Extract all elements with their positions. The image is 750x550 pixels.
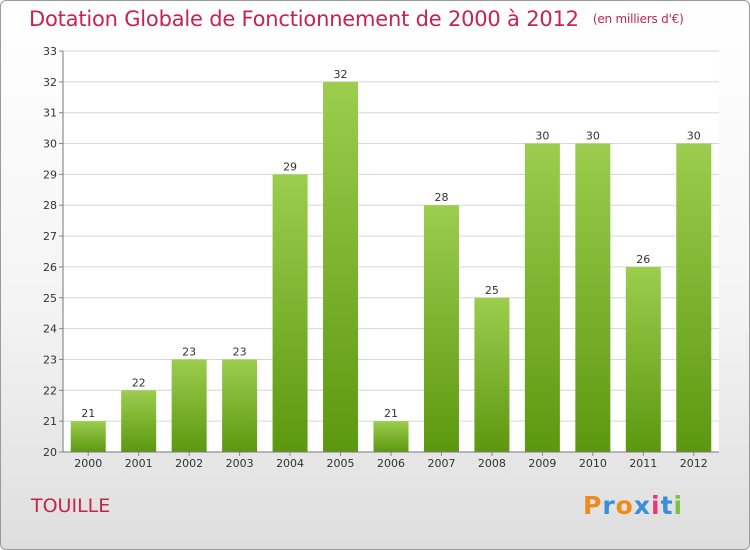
bar-2003: [222, 359, 258, 452]
x-tick-label: 2008: [478, 457, 506, 470]
logo-letter: r: [602, 491, 616, 520]
plot-area: [63, 51, 719, 452]
logo-letter: i: [673, 491, 684, 520]
bar-2004: [272, 174, 308, 452]
x-tick-label: 2003: [226, 457, 254, 470]
y-tick-label: 25: [43, 292, 57, 305]
x-tick-label: 2007: [427, 457, 455, 470]
bar-2000: [70, 421, 106, 452]
y-tick-label: 29: [43, 168, 57, 181]
logo-letter: i: [651, 491, 661, 520]
data-label: 28: [434, 191, 448, 204]
data-label: 30: [586, 130, 600, 143]
logo-letter: P: [583, 491, 603, 520]
y-tick-label: 30: [43, 138, 57, 151]
logo-letter: t: [660, 491, 674, 520]
bar-2009: [524, 143, 560, 453]
y-tick-label: 20: [43, 446, 57, 459]
data-label: 30: [535, 130, 549, 143]
data-label: 23: [182, 345, 196, 358]
data-label: 23: [233, 345, 247, 358]
bar-2006: [373, 421, 409, 452]
y-tick-label: 27: [43, 230, 57, 243]
data-label: 22: [132, 376, 146, 389]
x-tick-label: 2006: [377, 457, 405, 470]
chart-subtitle: (en milliers d'€): [592, 12, 684, 26]
axes: 20 21 22 23 24 25 26 27 28 29 30 31 32 33 2000 2001 2002…: [43, 45, 719, 470]
chart-title: Dotation Globale de Fonctionnement de 20…: [29, 7, 684, 31]
data-label: 26: [636, 253, 650, 266]
chart-title-text: Dotation Globale de Fonctionnement de 20…: [29, 7, 579, 31]
x-tick-label: 2004: [276, 457, 304, 470]
data-label: 25: [485, 284, 499, 297]
y-tick-label: 28: [43, 199, 57, 212]
bar-2001: [121, 390, 157, 452]
bar-2010: [575, 143, 611, 453]
x-tick-label: 2001: [125, 457, 153, 470]
y-tick-label: 22: [43, 384, 57, 397]
bar-2008: [474, 297, 510, 452]
y-tick-label: 26: [43, 261, 57, 274]
bars: 21 22 23 23 29 32 21 28 25 30 30 26 30: [70, 68, 712, 453]
y-tick-label: 31: [43, 107, 57, 120]
proxiti-logo: Proxiti: [583, 491, 683, 520]
x-tick-label: 2010: [579, 457, 607, 470]
bar-2007: [423, 205, 459, 452]
data-label: 21: [81, 407, 95, 420]
data-label: 21: [384, 407, 398, 420]
logo-letter: x: [633, 491, 651, 520]
y-tick-label: 33: [43, 45, 57, 58]
y-tick-label: 21: [43, 415, 57, 428]
commune-name: TOUILLE: [31, 495, 111, 517]
x-tick-label: 2000: [74, 457, 102, 470]
y-tick-label: 23: [43, 353, 57, 366]
x-tick-label: 2005: [327, 457, 355, 470]
data-label: 30: [687, 130, 701, 143]
bar-2011: [625, 266, 661, 452]
x-tick-label: 2012: [680, 457, 708, 470]
x-tick-label: 2011: [629, 457, 657, 470]
bar-2012: [676, 143, 712, 453]
y-tick-label: 24: [43, 323, 57, 336]
data-label: 29: [283, 160, 297, 173]
bar-2002: [171, 359, 207, 452]
logo-letter: o: [615, 491, 634, 520]
data-label: 32: [334, 68, 348, 81]
x-tick-label: 2009: [528, 457, 556, 470]
bar-2005: [323, 81, 359, 452]
x-tick-label: 2002: [175, 457, 203, 470]
y-tick-label: 32: [43, 76, 57, 89]
